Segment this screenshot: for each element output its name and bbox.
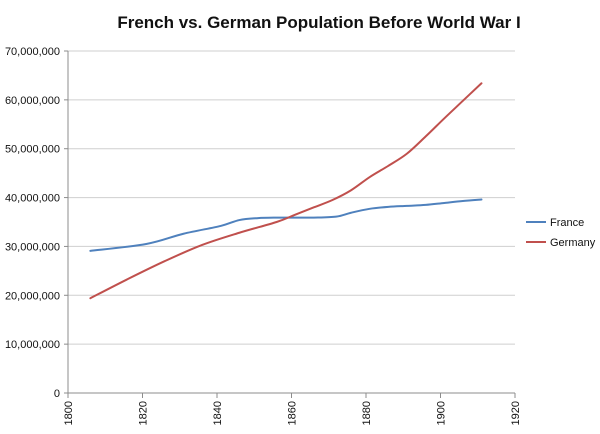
x-axis-labels: 1800 1820 1840 1860 1880 1900 1920 <box>63 401 522 425</box>
x-tick-label: 1920 <box>510 401 522 425</box>
x-tick-label: 1880 <box>361 401 373 425</box>
y-tick-label: 40,000,000 <box>5 193 60 205</box>
x-tick-label: 1860 <box>287 401 299 425</box>
series-line-france <box>89 198 483 252</box>
y-tick-label: 60,000,000 <box>5 95 60 107</box>
x-tick-label: 1840 <box>212 401 224 425</box>
axes <box>64 50 516 398</box>
series-line-germany <box>89 82 483 300</box>
x-tick-label: 1800 <box>63 401 75 425</box>
y-tick-label: 10,000,000 <box>5 339 60 351</box>
y-tick-label: 70,000,000 <box>5 46 60 58</box>
y-tick-label: 50,000,000 <box>5 144 60 156</box>
series-lines <box>89 82 483 300</box>
chart-title: French vs. German Population Before Worl… <box>117 13 520 32</box>
y-tick-label: 30,000,000 <box>5 241 60 253</box>
legend: France Germany <box>526 217 596 249</box>
y-tick-label: 0 <box>54 388 60 400</box>
y-axis-labels: 0 10,000,000 20,000,000 30,000,000 40,000,00… <box>5 46 60 400</box>
legend-label-france: France <box>550 217 584 229</box>
y-tick-label: 20,000,000 <box>5 290 60 302</box>
x-tick-label: 1820 <box>138 401 150 425</box>
gridlines <box>68 50 515 345</box>
legend-label-germany: Germany <box>550 237 596 249</box>
x-tick-label: 1900 <box>436 401 448 425</box>
